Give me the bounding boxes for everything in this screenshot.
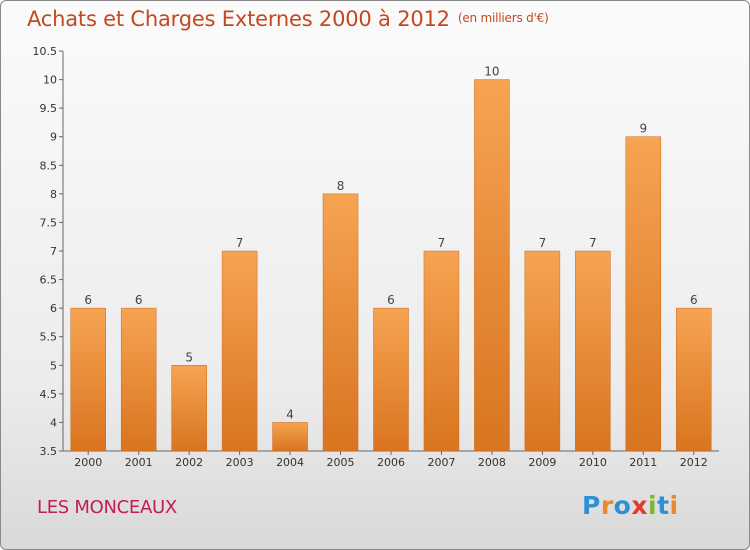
logo-letter: i [648, 491, 658, 520]
y-tick-label: 6 [50, 302, 57, 315]
chart-title: Achats et Charges Externes 2000 à 2012 (e… [27, 7, 549, 31]
y-tick-label: 8.5 [40, 159, 58, 172]
x-tick-label: 2011 [629, 456, 657, 469]
bar [120, 307, 157, 452]
bar-value-label: 6 [135, 293, 143, 307]
x-tick-label: 2004 [276, 456, 304, 469]
logo-letter: x [631, 491, 648, 520]
x-tick-label: 2012 [680, 456, 708, 469]
bar-value-label: 7 [589, 236, 597, 250]
y-tick-label: 10.5 [33, 45, 58, 58]
bar [423, 250, 460, 452]
y-tick-label: 3.5 [40, 445, 58, 458]
x-tick-label: 2010 [579, 456, 607, 469]
x-tick-label: 2001 [125, 456, 153, 469]
proxiti-logo: Proxiti [582, 491, 679, 520]
x-tick-label: 2003 [226, 456, 254, 469]
logo-letter: i [669, 491, 679, 520]
x-tick-label: 2008 [478, 456, 506, 469]
y-tick-label: 5.5 [40, 331, 58, 344]
chart-labels: 2000 6 2001 6 2002 5 2003 7 2004 4 2005 8 2006 6 2007 7… [74, 65, 708, 469]
logo-letter: P [582, 491, 601, 520]
logo-letter: t [657, 491, 670, 520]
bar-value-label: 4 [286, 407, 294, 421]
y-tick-label: 8 [50, 188, 57, 201]
bar-value-label: 6 [690, 293, 698, 307]
y-tick-label: 7 [50, 245, 57, 258]
chart-title-text: Achats et Charges Externes 2000 à 2012 [27, 7, 450, 31]
bar-value-label: 6 [84, 293, 92, 307]
x-tick-label: 2002 [175, 456, 203, 469]
bar [171, 365, 207, 452]
y-tick-label: 4 [50, 416, 57, 429]
chart-bars [70, 79, 712, 452]
bar [625, 136, 662, 452]
y-tick-label: 9 [50, 131, 57, 144]
bar [70, 307, 106, 452]
logo-letter: r [600, 491, 614, 520]
x-tick-label: 2007 [427, 456, 455, 469]
x-tick-label: 2006 [377, 456, 405, 469]
y-tick-label: 4.5 [40, 388, 58, 401]
logo-letter: o [613, 491, 632, 520]
bar-value-label: 7 [236, 236, 244, 250]
bar-value-label: 7 [539, 236, 547, 250]
bar [575, 250, 611, 452]
bar-value-label: 6 [387, 293, 395, 307]
y-tick-label: 7.5 [40, 216, 58, 229]
y-tick-label: 6.5 [40, 274, 58, 287]
bar [272, 422, 308, 452]
town-name: LES MONCEAUX [37, 497, 177, 518]
bar-value-label: 9 [639, 122, 647, 136]
bar [221, 250, 258, 452]
y-tick-label: 5 [50, 359, 57, 372]
bar-value-label: 7 [438, 236, 446, 250]
bar-value-label: 10 [484, 65, 499, 79]
bar-value-label: 8 [337, 179, 345, 193]
x-tick-label: 2000 [74, 456, 102, 469]
bar [676, 307, 712, 452]
bar [474, 79, 510, 452]
x-tick-label: 2005 [327, 456, 355, 469]
y-tick-label: 10 [43, 74, 57, 87]
bar [373, 307, 409, 452]
bar-value-label: 5 [185, 350, 193, 364]
y-tick-label: 9.5 [40, 102, 58, 115]
x-tick-label: 2009 [528, 456, 556, 469]
chart-subtitle: (en milliers d'€) [457, 11, 549, 25]
bar [524, 250, 561, 452]
bar [322, 193, 359, 452]
